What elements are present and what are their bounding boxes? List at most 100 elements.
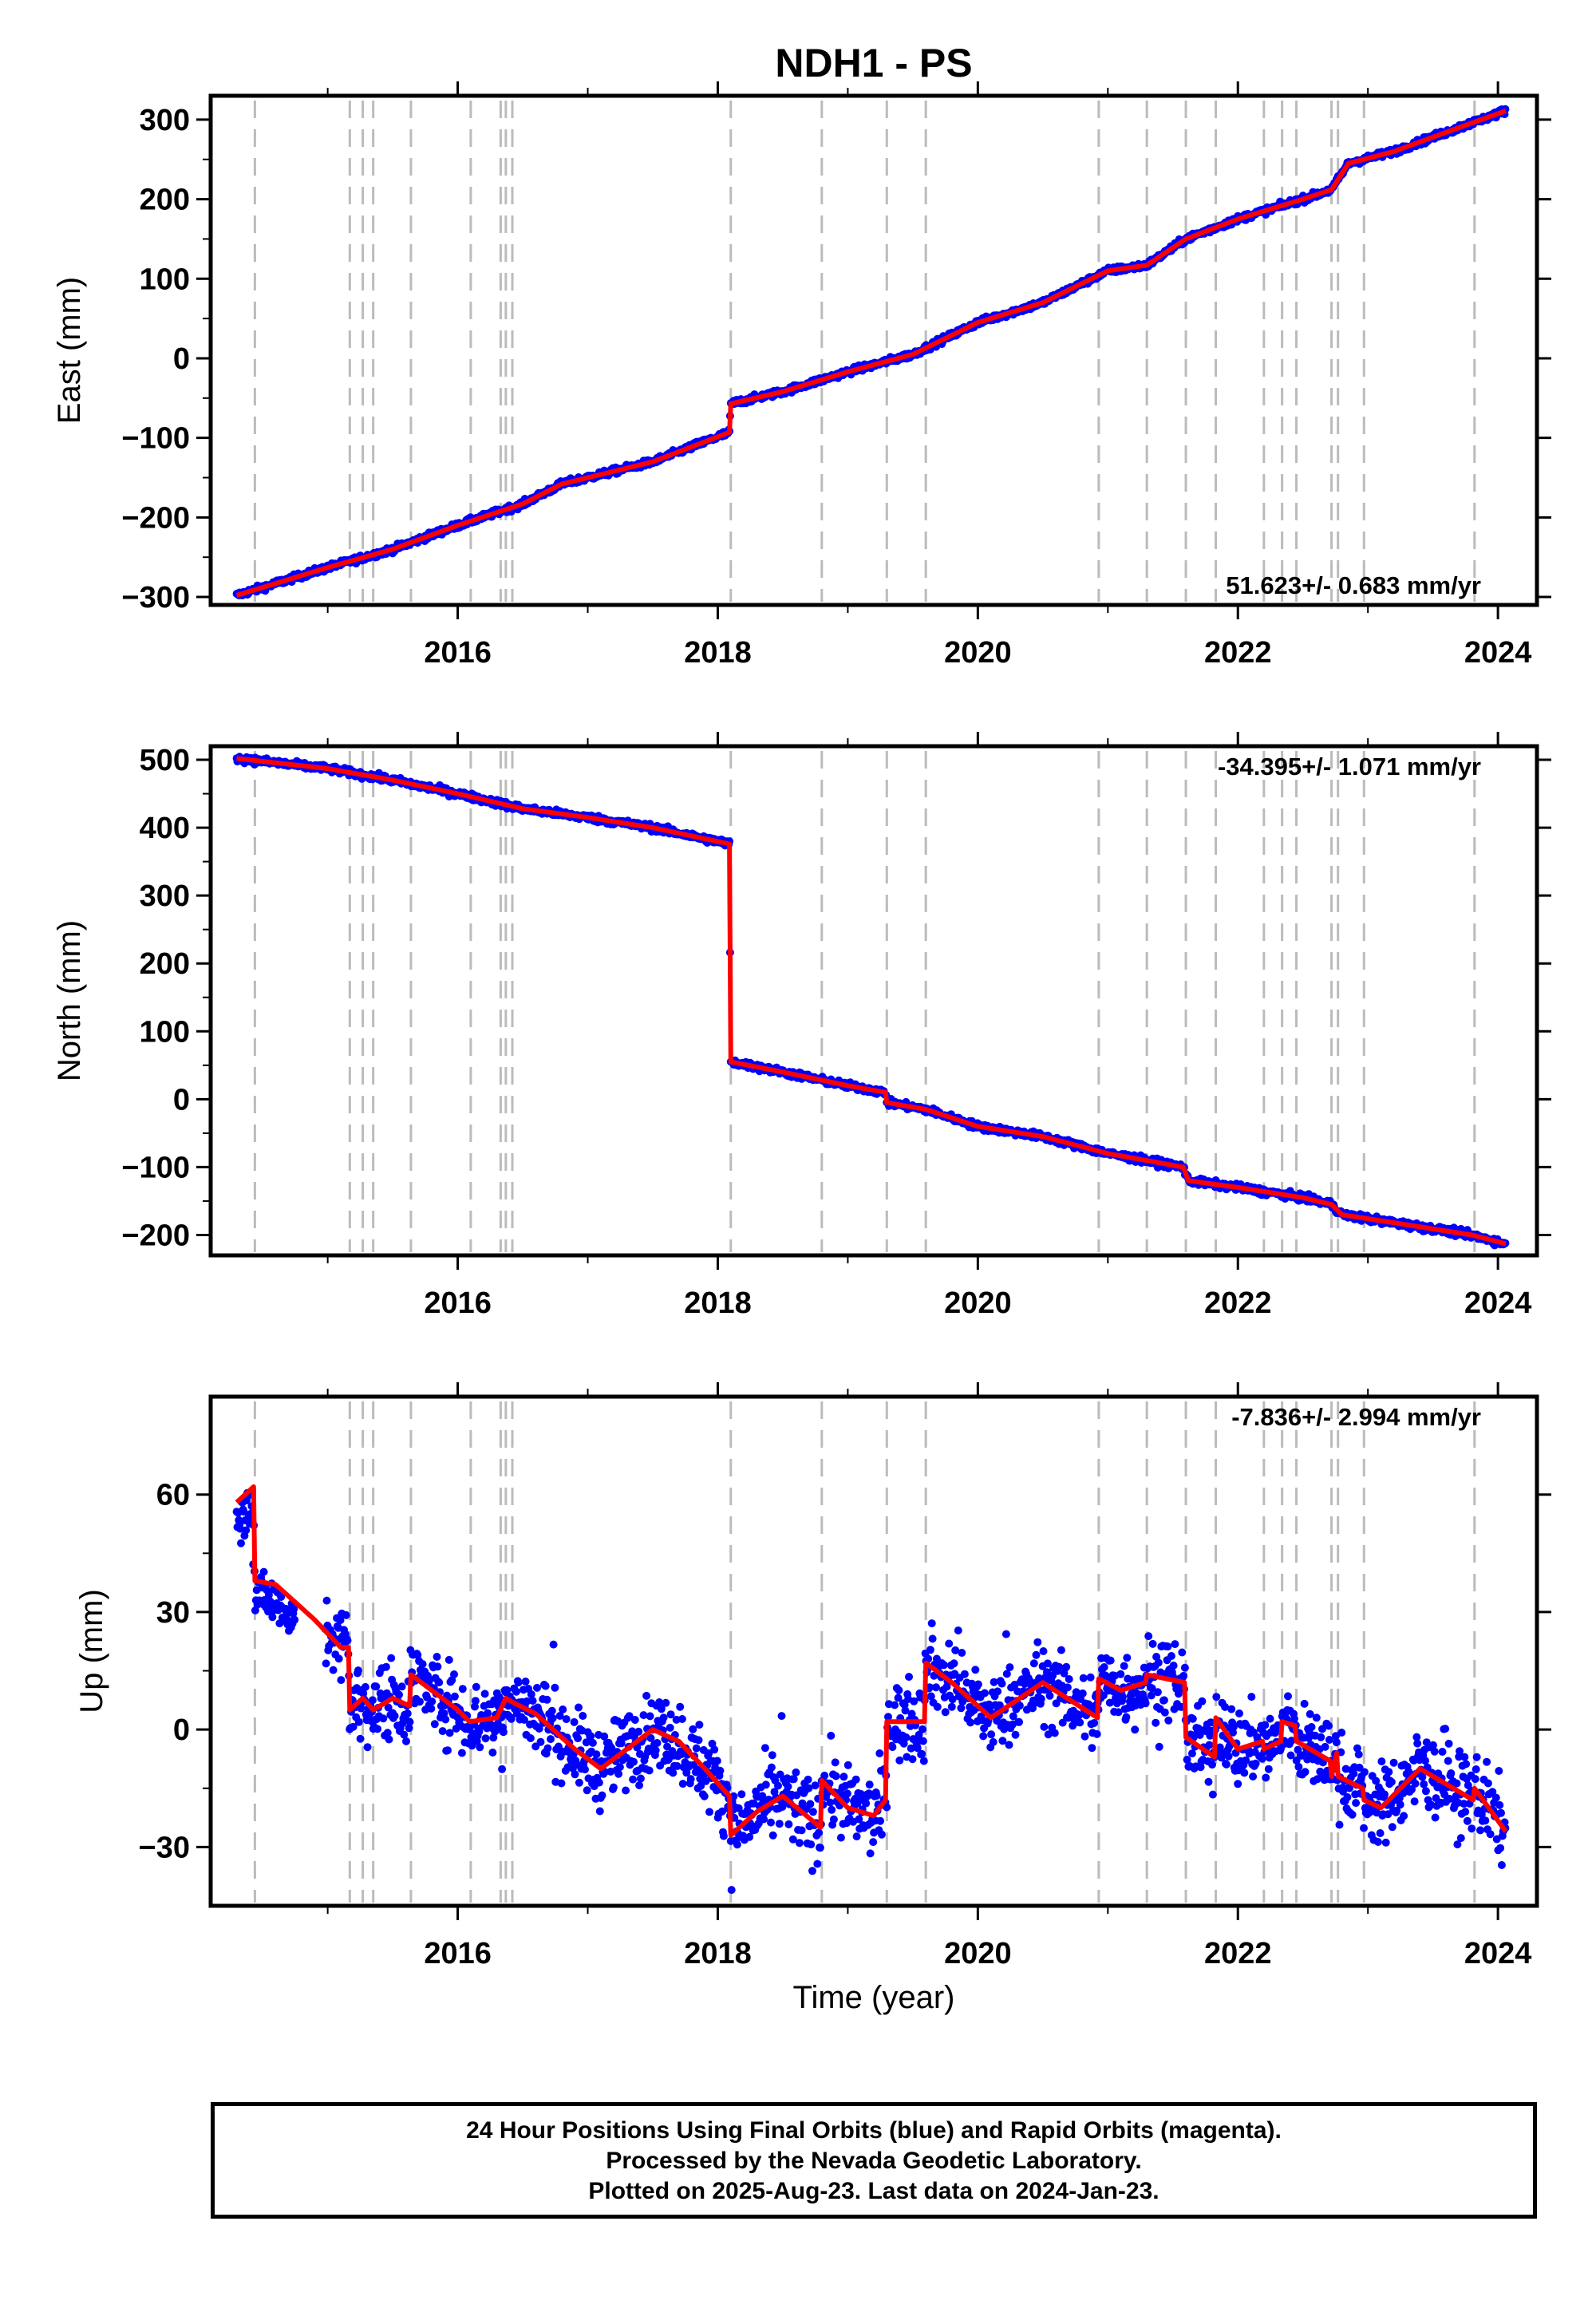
- data-point: [484, 1709, 492, 1717]
- x-tick-label: 2016: [424, 1286, 492, 1320]
- data-point: [784, 1820, 793, 1828]
- data-point: [427, 1704, 436, 1713]
- data-point: [662, 1698, 670, 1707]
- data-point: [866, 1849, 875, 1858]
- data-point: [579, 1712, 587, 1720]
- data-point: [928, 1634, 937, 1643]
- data-point: [342, 1611, 350, 1619]
- data-point: [653, 1739, 662, 1747]
- data-point: [695, 1721, 704, 1729]
- data-point: [807, 1840, 816, 1849]
- y-tick-label: 100: [140, 263, 190, 296]
- data-point: [488, 1749, 497, 1757]
- data-point: [716, 1766, 725, 1775]
- data-point: [1106, 1656, 1115, 1665]
- data-point: [322, 1659, 330, 1668]
- data-point: [694, 1736, 703, 1745]
- data-point: [768, 1831, 777, 1840]
- data-point: [595, 1807, 604, 1816]
- data-point: [441, 1715, 450, 1724]
- data-point: [536, 1737, 545, 1746]
- data-point: [852, 1832, 861, 1841]
- data-point: [595, 1778, 603, 1787]
- data-point: [615, 1763, 624, 1772]
- data-point: [784, 1782, 792, 1791]
- x-tick-label: 2020: [944, 636, 1012, 670]
- data-point: [337, 1676, 346, 1685]
- y-tick-label: 500: [140, 744, 190, 777]
- data-point: [1116, 1670, 1125, 1678]
- data-point: [559, 1705, 567, 1713]
- data-point: [979, 1732, 988, 1741]
- data-point: [562, 1715, 571, 1724]
- data-point: [570, 1717, 579, 1726]
- data-point: [905, 1673, 913, 1682]
- data-point: [574, 1734, 583, 1743]
- data-point: [334, 1654, 343, 1663]
- data-point: [1005, 1663, 1014, 1672]
- data-point: [872, 1792, 881, 1800]
- data-point: [1100, 1663, 1108, 1671]
- data-point: [1040, 1722, 1049, 1731]
- data-point: [547, 1706, 556, 1715]
- data-point: [1037, 1694, 1045, 1703]
- data-point: [989, 1737, 998, 1746]
- data-point: [651, 1746, 660, 1755]
- data-point: [379, 1714, 388, 1723]
- data-point: [941, 1708, 950, 1717]
- data-point: [869, 1838, 878, 1847]
- data-point: [1131, 1725, 1140, 1734]
- data-point: [636, 1774, 645, 1783]
- data-point: [642, 1691, 651, 1700]
- data-point: [888, 1743, 897, 1752]
- data-point: [666, 1723, 674, 1732]
- data-point: [669, 1769, 678, 1777]
- data-point: [767, 1818, 775, 1827]
- data-point: [966, 1718, 975, 1727]
- data-point: [548, 1713, 557, 1722]
- data-point: [831, 1758, 839, 1767]
- east-event-lines: [253, 101, 1476, 602]
- data-point: [737, 1790, 746, 1799]
- data-point: [971, 1666, 980, 1674]
- y-tick-label: 200: [140, 947, 190, 981]
- data-point: [541, 1682, 550, 1690]
- data-point: [450, 1670, 458, 1678]
- data-point: [549, 1640, 558, 1649]
- north-fit-line: [236, 756, 1507, 1247]
- data-point: [381, 1662, 390, 1671]
- data-point: [481, 1734, 490, 1743]
- data-point: [480, 1690, 489, 1698]
- data-point: [551, 1683, 559, 1692]
- x-tick-label: 2020: [944, 1286, 1012, 1320]
- data-point: [998, 1679, 1006, 1688]
- data-point: [865, 1780, 874, 1789]
- data-point: [678, 1780, 687, 1788]
- data-point: [390, 1712, 399, 1720]
- data-point: [902, 1733, 911, 1741]
- data-point: [918, 1737, 927, 1745]
- data-point: [719, 1832, 728, 1840]
- data-point: [692, 1744, 701, 1753]
- data-point: [777, 1712, 786, 1721]
- data-point: [575, 1778, 583, 1787]
- data-point: [557, 1779, 566, 1788]
- y-tick-label: −300: [121, 581, 190, 615]
- data-point: [926, 1646, 934, 1654]
- east-fit-line: [235, 109, 1507, 598]
- data-point: [354, 1717, 363, 1726]
- data-point: [646, 1712, 654, 1721]
- x-tick-label: 2022: [1204, 1286, 1272, 1320]
- data-point: [372, 1682, 381, 1691]
- data-point: [1080, 1732, 1089, 1741]
- data-point: [806, 1800, 815, 1808]
- data-point: [543, 1744, 552, 1753]
- data-point: [1029, 1659, 1038, 1668]
- data-point: [974, 1680, 982, 1689]
- data-point: [918, 1725, 926, 1733]
- data-point: [875, 1749, 884, 1757]
- data-point: [581, 1765, 589, 1774]
- data-point: [397, 1682, 406, 1691]
